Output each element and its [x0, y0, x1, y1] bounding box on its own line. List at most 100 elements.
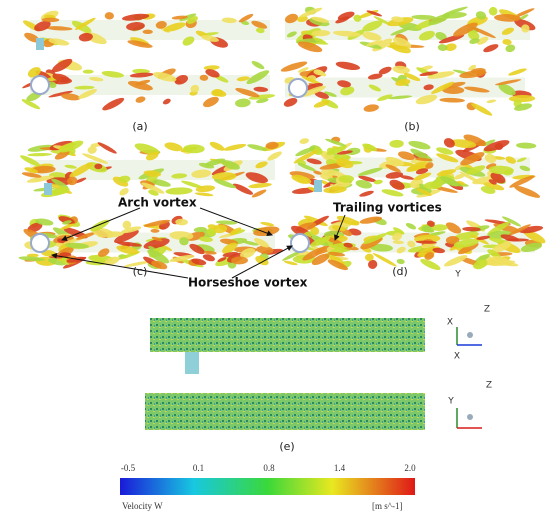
- vortex-tube: [41, 17, 60, 23]
- vortex-tube: [203, 250, 217, 255]
- colorbar-label: Velocity W: [122, 501, 163, 511]
- vortex-tube: [24, 32, 40, 43]
- vortex-tube: [505, 156, 516, 164]
- vortex-tube: [445, 43, 457, 52]
- vortex-tube: [431, 81, 455, 94]
- vortex-tube: [337, 80, 351, 88]
- vortex-tube: [338, 175, 355, 183]
- vortex-tube: [359, 216, 383, 224]
- vortex-tube: [487, 221, 510, 236]
- vortex-tube: [74, 17, 96, 31]
- vortex-tube: [336, 158, 354, 169]
- vortex-tube: [251, 60, 265, 70]
- vortex-tube: [502, 39, 512, 45]
- vortex-tube: [470, 26, 496, 39]
- vortex-tube: [313, 170, 322, 175]
- cylinder-side-view: [150, 318, 425, 352]
- vortex-tube: [189, 243, 205, 255]
- vortex-tube: [516, 157, 527, 163]
- vortex-tube: [494, 79, 522, 86]
- vortex-tube: [296, 15, 308, 22]
- vortex-tube: [186, 16, 198, 25]
- vortex-tube: [235, 98, 251, 108]
- vortex-tube: [457, 180, 466, 186]
- annotation-arrows: [51, 207, 346, 279]
- vortex-tube: [64, 164, 77, 169]
- vortex-tube: [248, 182, 272, 189]
- vortex-tube: [440, 176, 459, 187]
- vortex-tube: [445, 235, 460, 245]
- panel-label: (c): [133, 265, 148, 278]
- vortex-tube: [520, 242, 542, 252]
- axis-label: Y: [447, 397, 454, 407]
- vortex-tube: [78, 88, 98, 99]
- vortex-tube: [415, 168, 429, 175]
- axis-label: Y: [454, 270, 461, 280]
- vortex-tube: [299, 138, 309, 144]
- vortex-tube: [240, 20, 250, 26]
- vortex-tube: [468, 64, 477, 71]
- vortex-tube: [116, 241, 142, 247]
- vortex-tube: [327, 259, 349, 271]
- annotation: Arch vortex: [118, 196, 197, 210]
- vortex-tube: [240, 248, 256, 259]
- vortex-tube: [406, 161, 428, 172]
- vortex-tube: [123, 260, 151, 267]
- vortex-tube: [312, 36, 327, 44]
- flow-region: [30, 75, 270, 95]
- vortex-tube: [142, 29, 153, 35]
- panel-label: (e): [279, 440, 294, 453]
- vortex-tube: [407, 240, 416, 248]
- vortex-tube: [311, 30, 331, 37]
- vortex-tube: [325, 138, 347, 147]
- vortex-tube: [519, 14, 529, 20]
- vortex-tube: [289, 171, 315, 180]
- colorbar-tick-label: 1.4: [334, 463, 346, 473]
- vortex-tube: [483, 44, 499, 53]
- vortex-tube: [395, 78, 411, 86]
- vortex-tube: [431, 224, 448, 231]
- vortex-tube: [171, 15, 188, 20]
- vortex-tube: [195, 185, 216, 193]
- vortex-tube: [480, 186, 496, 194]
- vortex-tube: [488, 179, 497, 185]
- vortex-tube: [459, 70, 487, 79]
- vortex-tube: [469, 38, 480, 44]
- vortex-tube: [337, 11, 355, 21]
- cylinder-outline: [288, 78, 308, 98]
- vortex-tube: [387, 45, 409, 50]
- vortex-tube: [449, 139, 477, 149]
- vortex-tube: [255, 161, 268, 169]
- colorbar-unit: [m s^-1]: [372, 501, 402, 511]
- vortex-tube: [385, 164, 401, 173]
- vortex-tube: [372, 252, 397, 267]
- vortex-tube: [51, 58, 73, 73]
- vortex-tube: [358, 175, 377, 183]
- vortex-tube: [443, 6, 468, 16]
- vortex-tube: [313, 100, 330, 108]
- vortex-tube: [436, 147, 454, 155]
- vortex-tube: [74, 85, 95, 90]
- vortex-tube: [282, 250, 302, 261]
- vortex-tube: [183, 144, 205, 154]
- vortex-tube: [405, 222, 417, 230]
- vortex-tube: [516, 142, 537, 149]
- vortex-tube: [462, 226, 481, 232]
- vortex-tube: [327, 251, 346, 257]
- vortex-tube: [389, 179, 405, 190]
- vortex-tube: [460, 152, 485, 166]
- vortex-tube: [45, 26, 73, 31]
- panel-label: (b): [404, 120, 420, 133]
- vortex-tube: [468, 30, 480, 41]
- annotation: Horseshoe vortex: [188, 276, 308, 290]
- vortex-tube: [54, 150, 70, 160]
- vortex-tube: [426, 220, 435, 227]
- vortex-tube: [51, 178, 69, 189]
- vortex-tube: [52, 73, 70, 83]
- vortex-tube: [421, 225, 432, 233]
- vortex-tube: [413, 172, 432, 181]
- vortex-tube: [291, 174, 312, 184]
- vortex-tube: [423, 84, 434, 91]
- vortex-tube: [362, 233, 388, 245]
- axis-label: Z: [484, 305, 490, 315]
